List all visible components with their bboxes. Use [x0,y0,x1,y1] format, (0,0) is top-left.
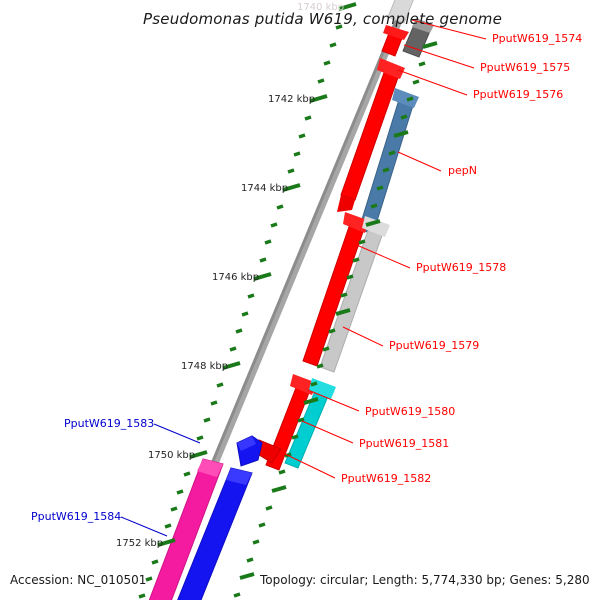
gene-label-pputw619_1575[interactable]: PputW619_1575 [480,61,571,74]
gene-arrow-1583-head[interactable] [236,435,263,467]
gene-label-pputw619_1584[interactable]: PputW619_1584 [31,510,122,523]
label-leader-lines [120,19,487,537]
leader-line-pputw619_1584 [120,516,168,537]
leader-line-pputw619_1582 [282,452,336,479]
gene-label-pepn[interactable]: pepN [448,164,477,177]
gene-label-pputw619_1583[interactable]: PputW619_1583 [64,417,155,430]
gene-arrow-1584-blue[interactable] [172,467,253,600]
ruler-tick-label: 1746 kbp [212,272,260,283]
leader-line-pputw619_1579 [342,326,384,347]
page-title: Pseudomonas putida W619, complete genome [143,10,503,28]
leader-line-pepn [397,151,442,172]
leader-line-pputw619_1581 [301,420,354,444]
leader-line-pputw619_1578 [351,242,411,269]
gene-label-pputw619_1580[interactable]: PputW619_1580 [365,405,456,418]
gene-arrow-1576[interactable] [337,58,405,212]
leader-line-pputw619_1576 [397,69,468,96]
gene-label-pputw619_1582[interactable]: PputW619_1582 [341,472,432,485]
ruler-tick-label: 1740 kbp [297,2,345,13]
leader-line-pputw619_1583 [153,423,201,444]
ruler-tick-label: 1748 kbp [181,361,229,372]
gene-arrow-1579[interactable] [319,216,390,373]
leader-line-pputw619_1575 [403,44,475,69]
ruler-tick-label: 1752 kbp [116,538,164,549]
gene-label-pputw619_1576[interactable]: PputW619_1576 [473,88,564,101]
ruler-tick-label: 1742 kbp [268,94,316,105]
gene-arrow-1584-magenta[interactable] [144,458,224,600]
genome-stats-text: Topology: circular; Length: 5,774,330 bp… [260,573,590,587]
leader-line-pputw619_1574 [411,19,487,40]
gene-label-pputw619_1581[interactable]: PputW619_1581 [359,437,450,450]
gene-arrow-1575[interactable] [381,25,409,57]
ruler-tick-label: 1750 kbp [148,450,196,461]
leader-line-pputw619_1580 [307,389,360,412]
ruler-ticks [138,2,438,599]
gene-label-pputw619_1578[interactable]: PputW619_1578 [416,261,507,274]
ruler-tick-label: 1744 kbp [241,183,289,194]
gene-label-pputw619_1579[interactable]: PputW619_1579 [389,339,480,352]
gene-arrow-1573-gray[interactable] [387,0,419,24]
accession-text: Accession: NC_010501 [10,573,147,587]
gene-label-pputw619_1574[interactable]: PputW619_1574 [492,32,583,45]
